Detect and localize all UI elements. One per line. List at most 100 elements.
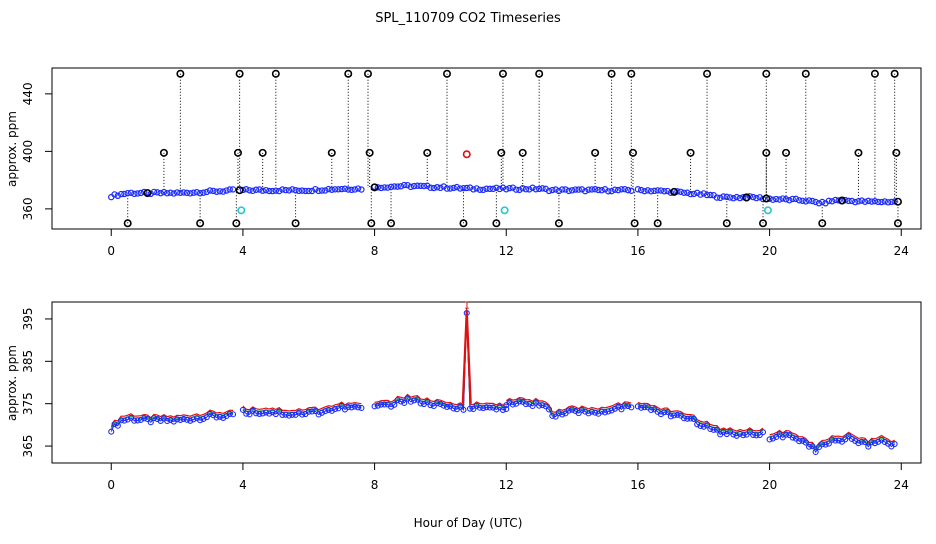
bottom-data-point xyxy=(203,414,210,421)
top-data-point xyxy=(733,193,740,201)
top-data-point xyxy=(848,197,856,205)
top-data-point xyxy=(697,191,704,198)
top-data-point xyxy=(384,184,391,191)
bottom-data-point xyxy=(180,415,187,423)
top-data-point xyxy=(322,187,329,194)
bottom-data-point xyxy=(437,400,444,408)
top-data-point xyxy=(180,189,187,196)
bottom-data-point xyxy=(190,416,197,423)
top-data-point xyxy=(687,190,694,198)
top-flag-point xyxy=(291,219,300,228)
bottom-data-point xyxy=(825,440,832,447)
bottom-data-point xyxy=(457,403,464,410)
top-data-point xyxy=(539,185,546,192)
bottom-x-tick-label: 20 xyxy=(762,478,777,492)
top-data-point xyxy=(578,186,586,193)
top-data-point xyxy=(796,197,803,204)
bottom-data-point xyxy=(664,408,671,416)
bottom-data-point xyxy=(522,401,530,408)
top-data-point xyxy=(588,186,596,193)
bottom-data-point xyxy=(137,416,144,423)
top-data-point xyxy=(568,187,576,194)
top-data-point xyxy=(160,188,168,196)
bottom-data-point xyxy=(269,409,276,416)
bottom-data-point xyxy=(634,403,641,410)
top-flag-point xyxy=(442,69,451,78)
bottom-data-point xyxy=(470,405,477,413)
bottom-data-point xyxy=(545,406,553,413)
top-data-point xyxy=(881,198,888,205)
bottom-data-point xyxy=(542,403,549,410)
bottom-data-point xyxy=(279,411,286,418)
top-flag-point xyxy=(893,219,902,228)
bottom-data-point xyxy=(638,404,645,411)
bottom-data-point xyxy=(536,402,543,409)
bottom-data-point xyxy=(312,407,319,415)
top-data-point xyxy=(809,197,816,205)
top-data-point xyxy=(779,195,786,202)
bottom-data-point xyxy=(661,409,668,416)
bottom-y-tick-label: 375 xyxy=(21,392,35,415)
bottom-data-point xyxy=(174,416,181,423)
bottom-data-point xyxy=(121,417,128,424)
top-flag-point xyxy=(258,148,267,157)
bottom-data-point xyxy=(397,398,404,405)
top-series xyxy=(108,69,902,228)
bottom-series-red-line xyxy=(505,396,632,413)
bottom-data-point xyxy=(769,435,776,442)
top-data-point xyxy=(861,198,869,205)
bottom-data-point xyxy=(348,404,355,411)
bottom-data-point xyxy=(812,448,819,456)
top-x-tick-label: 0 xyxy=(107,244,115,258)
top-flag-point xyxy=(722,219,731,228)
bottom-data-point xyxy=(345,403,352,411)
top-data-point xyxy=(700,190,707,197)
top-data-point xyxy=(430,184,438,192)
bottom-data-point xyxy=(197,417,204,424)
top-data-point xyxy=(216,188,224,195)
top-flag-point xyxy=(818,219,827,228)
top-data-point xyxy=(723,193,730,201)
top-data-point xyxy=(661,188,668,195)
top-data-point xyxy=(572,186,579,193)
top-flag-point xyxy=(703,69,712,78)
bottom-data-point xyxy=(131,417,138,424)
top-data-point xyxy=(529,184,536,191)
bottom-data-point xyxy=(667,413,674,420)
top-data-point xyxy=(397,183,405,190)
top-data-point xyxy=(703,191,711,199)
top-data-point xyxy=(473,185,480,192)
bottom-data-point xyxy=(624,402,632,410)
top-data-point xyxy=(522,185,530,193)
bottom-data-point xyxy=(881,438,888,446)
bottom-data-point xyxy=(713,426,720,433)
top-data-point xyxy=(493,184,500,191)
top-data-point xyxy=(302,187,309,195)
bottom-data-point xyxy=(466,405,474,412)
bottom-y-axis: 365 375 385 395 xyxy=(21,307,52,458)
bottom-data-point xyxy=(440,402,447,409)
bottom-data-point xyxy=(565,407,572,414)
bottom-data-point xyxy=(427,402,434,409)
top-data-point xyxy=(292,187,299,194)
bottom-data-point xyxy=(391,401,398,408)
bottom-data-point xyxy=(736,430,744,437)
top-data-point xyxy=(535,185,543,193)
top-flag-point xyxy=(628,148,637,157)
top-data-point xyxy=(634,186,642,193)
bottom-data-point xyxy=(229,411,237,418)
top-data-point xyxy=(496,185,503,193)
top-x-tick-label: 4 xyxy=(239,244,247,258)
top-data-point xyxy=(223,187,230,194)
top-data-point xyxy=(466,184,474,191)
bottom-data-point xyxy=(183,416,191,423)
bottom-data-point xyxy=(601,409,609,416)
bottom-x-tick-label: 8 xyxy=(371,478,379,492)
top-data-point xyxy=(190,189,197,196)
bottom-data-point xyxy=(539,402,546,409)
bottom-data-point xyxy=(569,406,576,413)
top-data-point xyxy=(173,189,181,196)
bottom-data-point xyxy=(285,412,293,419)
top-data-point xyxy=(374,184,382,191)
bottom-data-point xyxy=(414,396,421,403)
